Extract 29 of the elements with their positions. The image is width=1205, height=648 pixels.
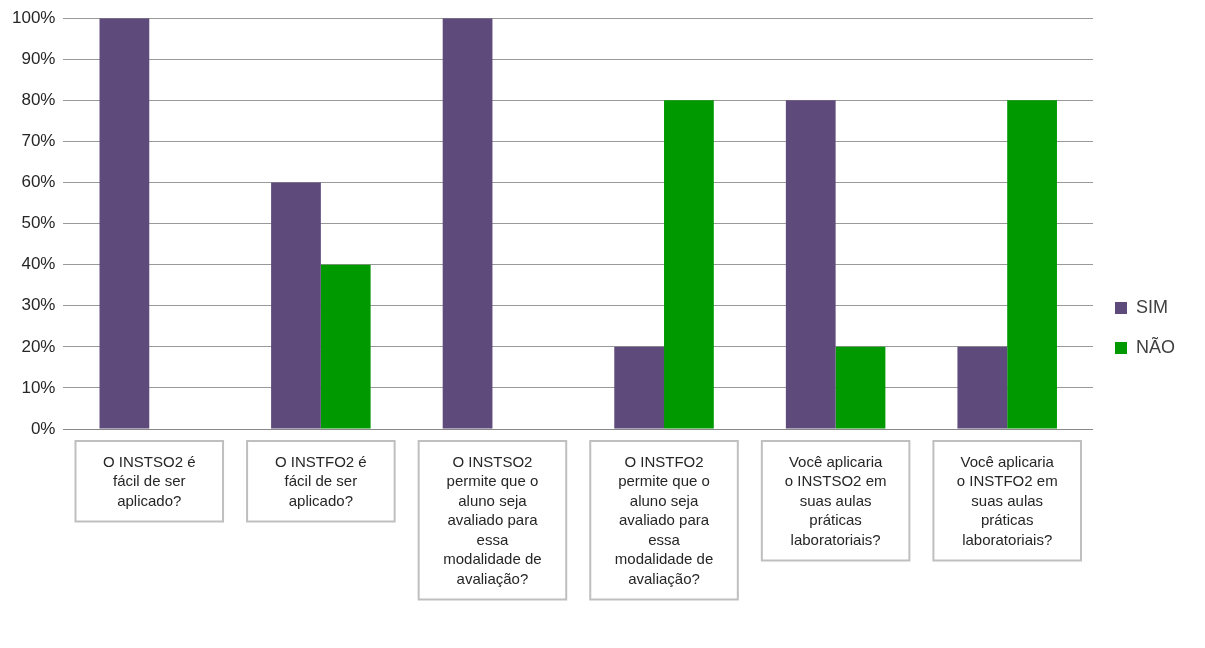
bar bbox=[835, 346, 886, 429]
bar bbox=[957, 346, 1008, 429]
y-tick-label: 40% bbox=[21, 254, 56, 274]
y-tick-label: 60% bbox=[21, 172, 56, 192]
bar bbox=[614, 346, 665, 429]
bar bbox=[271, 182, 321, 429]
x-tick-label: O INSTSO2 é fácil de ser aplicado? bbox=[103, 452, 196, 509]
y-tick-label: 30% bbox=[21, 295, 56, 315]
y-tick-label: 0% bbox=[30, 418, 56, 438]
x-tick-label: Você aplicaria o INSTFO2 em suas aulas práticas laboratoriais? bbox=[956, 452, 1058, 548]
y-tick-label: 100% bbox=[12, 7, 56, 27]
bar bbox=[664, 100, 714, 429]
x-tick-label: O INSTFO2 permite que o aluno seja avaliado para essa modalidade de avaliação? bbox=[614, 452, 714, 587]
y-tick-label: 80% bbox=[21, 90, 56, 110]
y-tick-label: 20% bbox=[21, 336, 56, 356]
x-tick-label: O INSTSO2 permite que o aluno seja avaliado para essa modalidade de avaliação? bbox=[443, 452, 542, 587]
bar bbox=[320, 264, 371, 429]
legend-label: NÃO bbox=[1135, 335, 1176, 357]
y-tick-label: 90% bbox=[21, 48, 56, 68]
y-tick-label: 70% bbox=[21, 131, 56, 151]
legend-label: SIM bbox=[1135, 296, 1169, 317]
bar bbox=[442, 18, 493, 429]
y-tick-label: 10% bbox=[21, 377, 56, 397]
bar bbox=[785, 100, 836, 429]
bar bbox=[99, 18, 150, 429]
x-tick-label: O INSTFO2 é fácil de ser aplicado? bbox=[275, 452, 367, 509]
y-tick-label: 50% bbox=[21, 213, 56, 233]
bar bbox=[1007, 100, 1057, 429]
x-tick-label: Você aplicaria o INSTSO2 em suas aulas práticas laboratoriais? bbox=[784, 452, 887, 548]
